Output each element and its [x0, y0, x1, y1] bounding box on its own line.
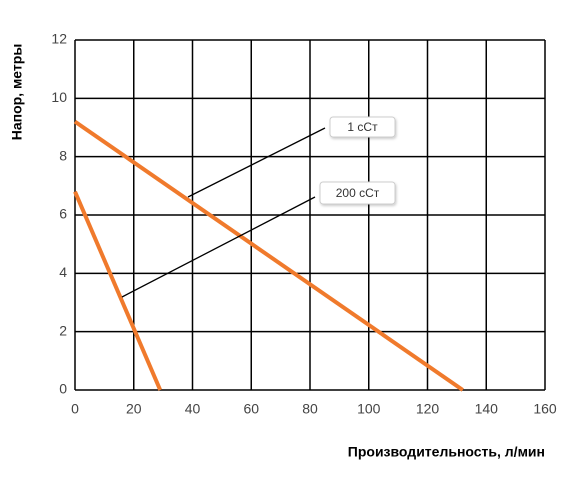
- series-label: 200 сСт: [336, 186, 380, 200]
- x-tick-label: 100: [357, 401, 381, 417]
- callout-box: [329, 116, 396, 138]
- line: [73, 190, 163, 391]
- y-tick-label: 10: [51, 89, 67, 105]
- x-tick-label: 0: [71, 401, 79, 417]
- y-tick-label: 0: [59, 381, 67, 397]
- series-label: 1 сСт: [347, 120, 378, 134]
- callout-box: [319, 181, 396, 205]
- x-tick-label: 60: [243, 401, 259, 417]
- x-tick-label: 140: [475, 401, 499, 417]
- x-tick-label: 80: [302, 401, 318, 417]
- y-tick-label: 8: [59, 147, 67, 163]
- y-tick-label: 2: [59, 322, 67, 338]
- callout-line: [121, 196, 316, 298]
- line: [73, 120, 464, 392]
- y-tick-label: 4: [59, 264, 67, 280]
- x-tick-label: 120: [416, 401, 440, 417]
- y-tick-label: 6: [59, 206, 67, 222]
- x-tick-label: 160: [533, 401, 557, 417]
- x-tick-label: 40: [185, 401, 201, 417]
- x-tick-label: 20: [126, 401, 142, 417]
- callout-line: [187, 127, 326, 198]
- y-tick-label: 12: [51, 31, 67, 47]
- y-axis-title: Напор, метры: [9, 44, 25, 141]
- x-axis-title: Производительность, л/мин: [348, 444, 545, 460]
